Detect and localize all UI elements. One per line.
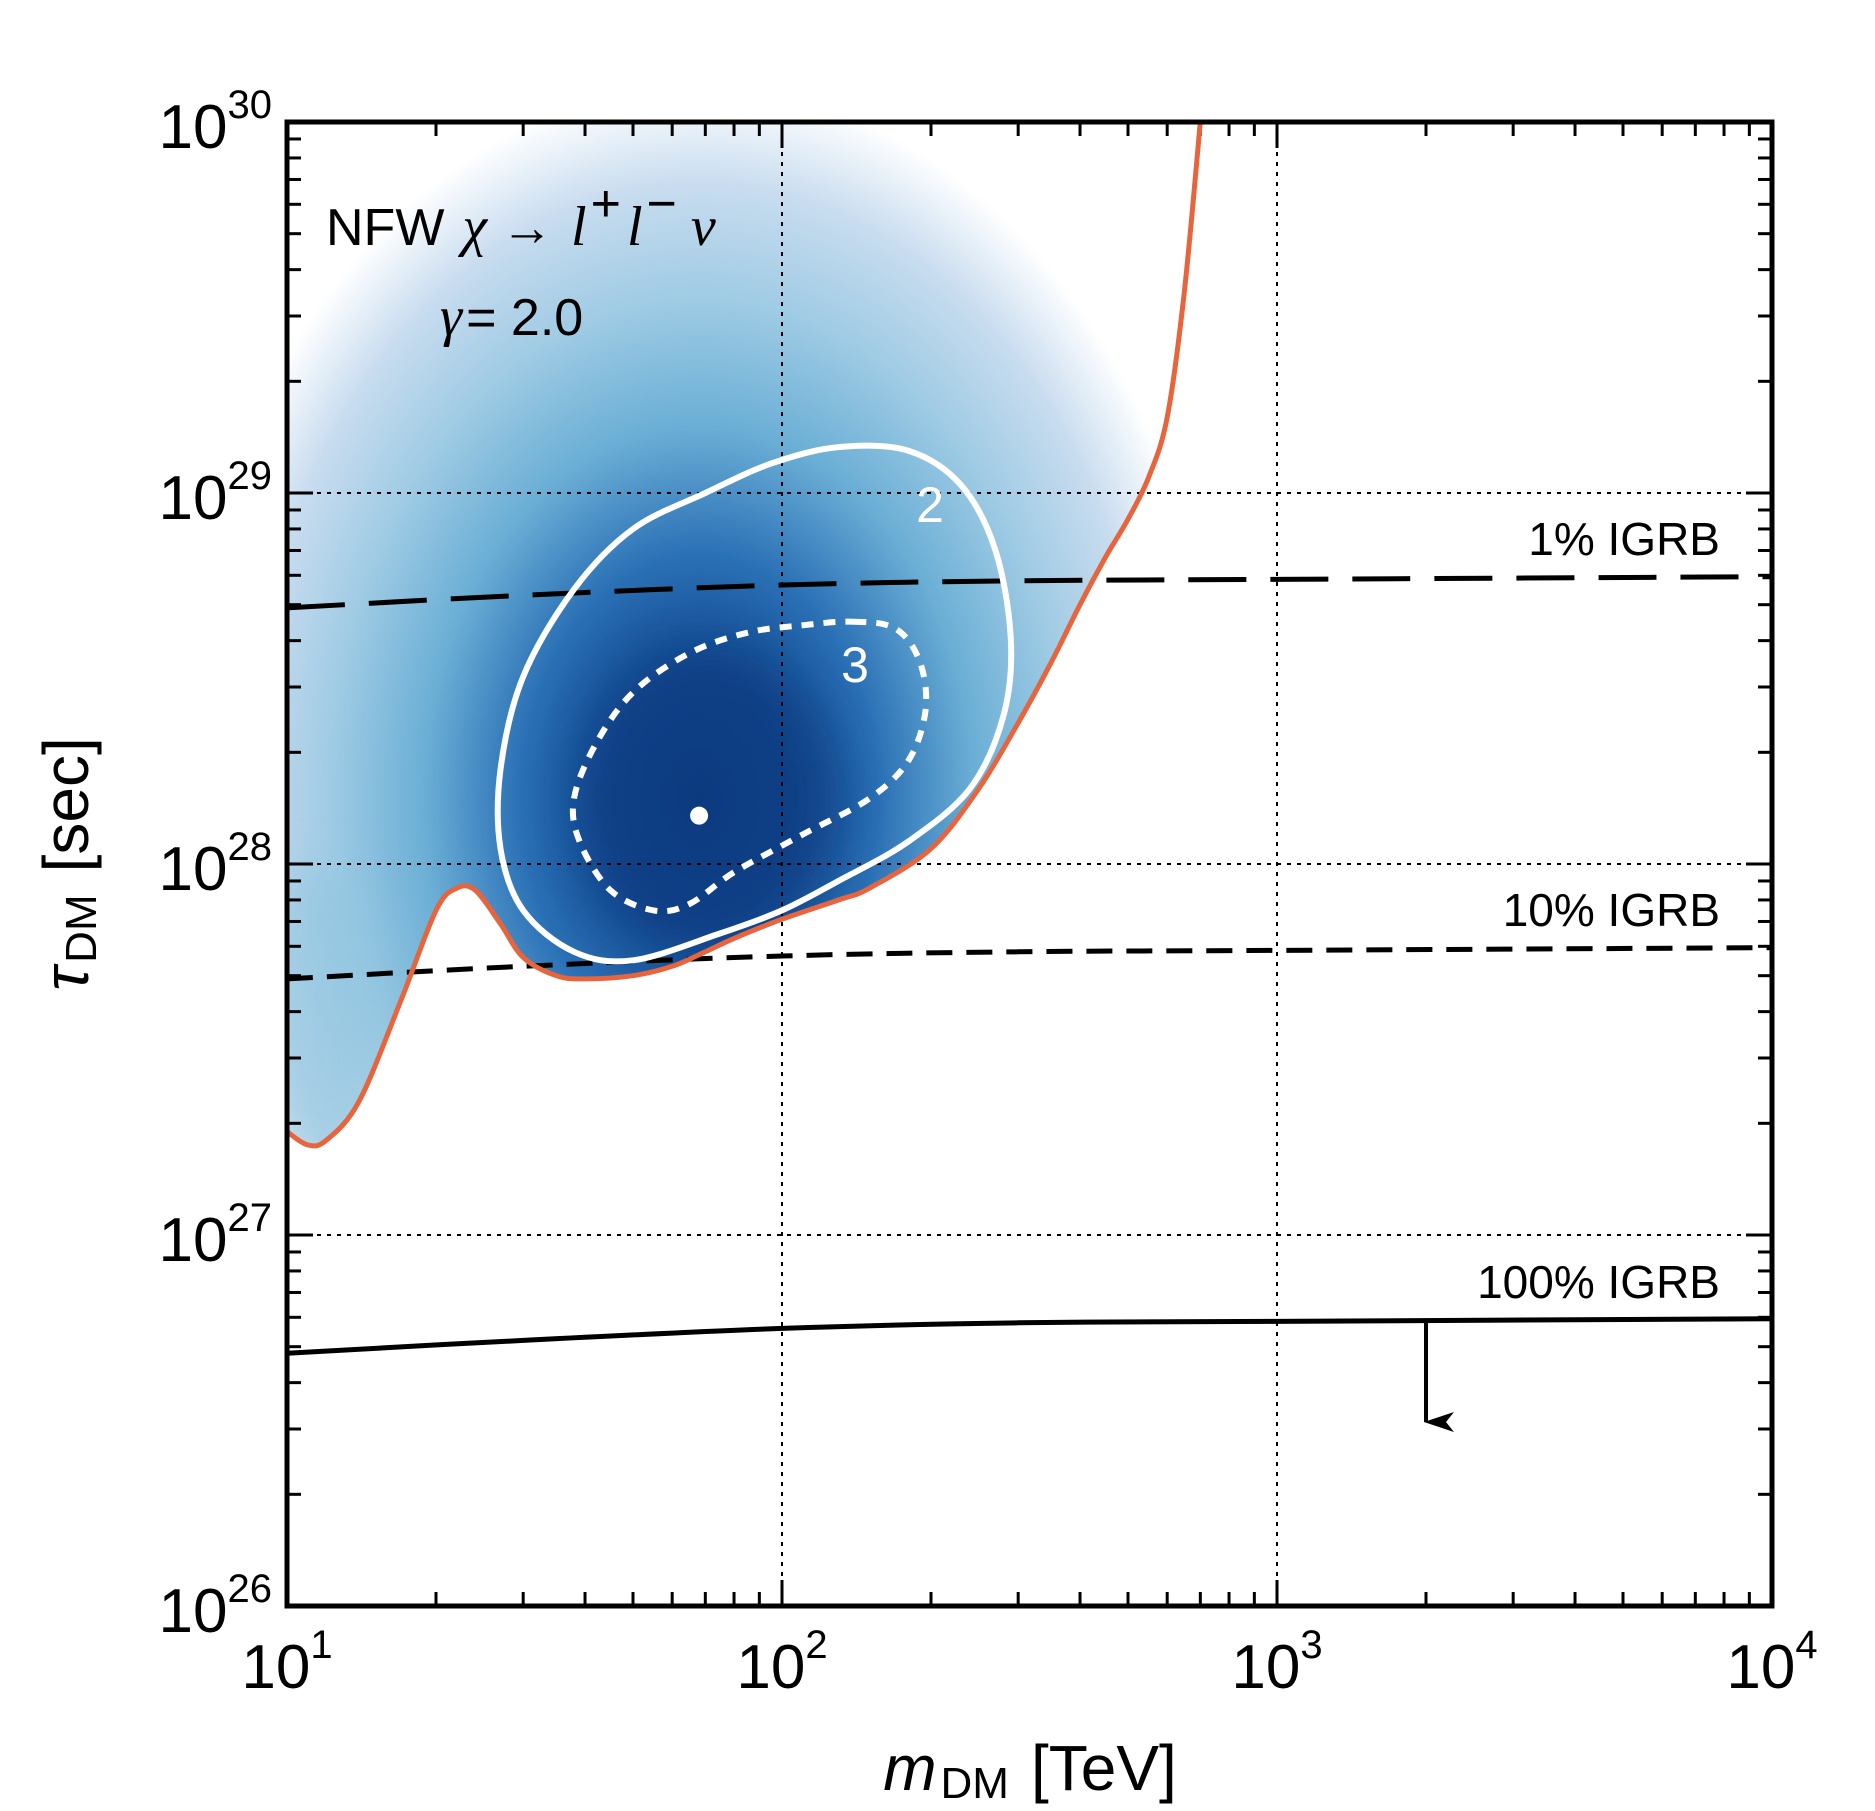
density-left-lobe (287, 860, 380, 1146)
annotation-line2: γ = 2.0 (440, 286, 583, 348)
series-layer (287, 122, 1772, 1433)
y-tick-label: 1029 (159, 454, 272, 533)
annotation-line1: NFW χ → l + l − ν (326, 175, 716, 258)
contour-label-2: 2 (916, 477, 944, 533)
best-fit-point (690, 806, 709, 825)
contour-line (569, 618, 930, 915)
y-tick-label: 1027 (159, 1196, 272, 1275)
x-tick-labels: 101 102 103 104 (241, 1623, 1817, 1702)
contour-label-3: 3 (841, 637, 869, 693)
series-line (287, 574, 1772, 611)
y-axis-label: τ DM [sec] (30, 737, 106, 991)
series-label-10pct: 10% IGRB (1503, 884, 1720, 936)
y-tick-label: 1026 (159, 1567, 272, 1646)
contour-line (494, 442, 1015, 965)
x-tick-label: 102 (736, 1623, 827, 1702)
series-label-100pct: 100% IGRB (1477, 1256, 1720, 1308)
grid (287, 122, 1772, 1606)
y-tick-labels: 1026 1027 1028 1029 1030 (159, 83, 272, 1646)
contour-layer (494, 442, 1015, 965)
series-line (287, 945, 1772, 982)
annotation: NFW χ → l + l − ν γ = 2.0 (326, 175, 716, 348)
series-line (287, 122, 1203, 1149)
y-tick-label: 1030 (159, 83, 272, 162)
plot-frame (284, 119, 1775, 1609)
x-tick-label: 104 (1726, 1623, 1817, 1702)
density-core (580, 650, 840, 950)
x-tick-label: 101 (241, 1623, 332, 1702)
y-tick-label: 1028 (159, 825, 272, 904)
x-axis-label: m DM [TeV] (883, 1732, 1177, 1808)
series-line (287, 1316, 1772, 1356)
series-label-1pct: 1% IGRB (1528, 513, 1720, 565)
x-tick-label: 103 (1231, 1623, 1322, 1702)
